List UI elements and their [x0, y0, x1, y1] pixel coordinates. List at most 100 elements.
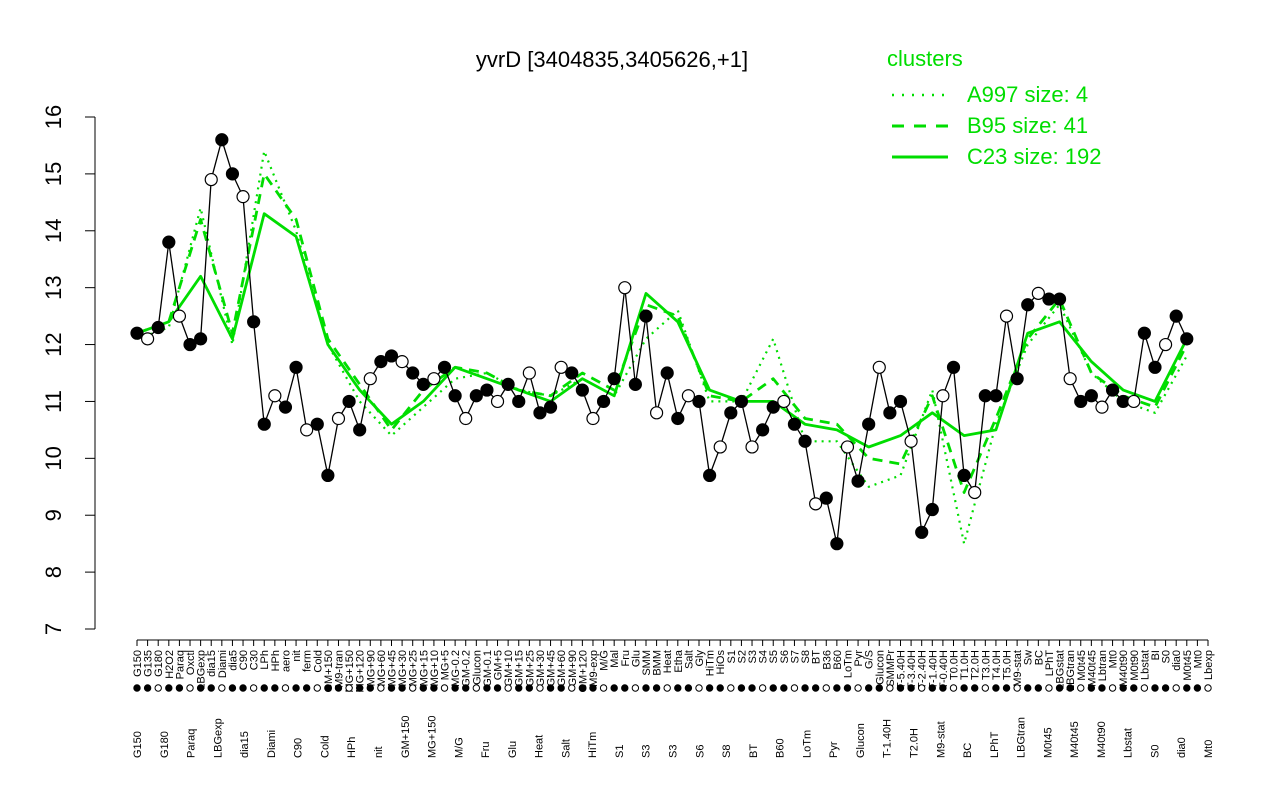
sample-marker: [843, 684, 852, 692]
x-tick-label: G135: [143, 650, 155, 677]
x-tick-label: G/S: [864, 650, 876, 669]
sample-marker: [854, 684, 862, 692]
x-tick-label: LPhT: [1044, 650, 1056, 677]
sample-marker: [727, 684, 735, 692]
x-tick-label: S1: [726, 650, 738, 663]
data-point: [268, 389, 282, 403]
sample-marker: [324, 684, 332, 692]
sample-marker: [578, 684, 587, 692]
data-point: [416, 377, 430, 391]
sample-marker: [228, 684, 237, 692]
data-point: [1084, 389, 1098, 403]
y-tick-label: 7: [41, 623, 66, 635]
x-tick-label: Diami: [217, 650, 229, 678]
x-tick-label: Glucon: [471, 650, 483, 685]
data-point: [628, 377, 642, 391]
sample-marker: [398, 684, 406, 692]
data-point: [300, 423, 314, 437]
sample-marker: [1183, 684, 1191, 692]
y-axis: 7 8 9 10 11 12 13 14 15 16: [41, 105, 96, 635]
data-point: [989, 389, 1003, 403]
x-tick-label: GM+60: [556, 650, 568, 686]
x-tick-label: M0t90: [1129, 650, 1141, 681]
data-point: [840, 440, 855, 454]
series-line-dotted: [136, 150, 1188, 545]
x-tick-label: C90: [293, 738, 305, 758]
x-tick-label: S4: [758, 650, 770, 663]
sample-marker: [610, 684, 618, 692]
data-point: [183, 337, 197, 352]
data-point: [639, 309, 653, 323]
data-point: [925, 502, 939, 517]
sample-marker: [249, 684, 258, 692]
data-point: [565, 366, 579, 380]
x-tick-label: LBGstat: [1055, 650, 1067, 690]
y-tick-label: 13: [41, 275, 66, 299]
data-point: [830, 537, 844, 551]
sample-marker: [504, 684, 512, 692]
sample-marker: [589, 684, 597, 692]
x-tick-label: M0t45: [1076, 650, 1088, 681]
x-tick-label: T1.0H: [959, 650, 971, 680]
data-point: [798, 434, 812, 448]
sample-marker: [992, 684, 1000, 692]
x-tick-label: LBGexp: [196, 650, 208, 690]
x-tick-label: Fru: [620, 650, 632, 667]
x-tick-label: Pyr: [853, 650, 865, 667]
x-tick-label: M9-stat: [1012, 650, 1024, 687]
data-point: [459, 411, 473, 426]
x-tick-label: B60: [832, 650, 844, 670]
x-tick-label: G150: [132, 731, 144, 758]
sample-marker: [621, 684, 629, 692]
x-tick-label: LPhT: [989, 731, 1001, 758]
x-tick-label: T-5.40H: [895, 650, 907, 689]
x-tick-label: BMM: [652, 650, 664, 676]
data-points: [130, 133, 1194, 551]
data-point: [1063, 372, 1077, 386]
x-tick-label: LoTm: [801, 730, 813, 758]
data-point: [353, 423, 367, 437]
sample-marker: [716, 684, 724, 692]
sample-marker: [175, 684, 184, 692]
data-point: [384, 349, 399, 363]
x-tick-label: M9-tran: [333, 650, 345, 688]
sample-marker: [896, 684, 905, 692]
x-tick-label: G180: [153, 650, 165, 677]
legend-label: C23 size: 192: [967, 144, 1102, 169]
sample-marker: [684, 684, 693, 692]
x-tick-label: MG+30: [397, 650, 409, 686]
data-point: [703, 468, 717, 482]
chart-title: yvrD [3404835,3405626,+1]: [476, 47, 748, 72]
x-tick-label: S7: [789, 650, 801, 663]
x-tick-label: M40t90: [1118, 650, 1130, 687]
sample-marker: [292, 684, 300, 692]
x-tick-label: S6: [779, 650, 791, 663]
sample-marker: [1204, 684, 1212, 692]
x-tick-label: Cold: [312, 650, 324, 673]
data-point: [649, 406, 664, 420]
data-point: [660, 366, 674, 380]
x-tick-label: LBGexp: [212, 718, 224, 758]
x-tick-label: MG+150: [344, 650, 356, 693]
data-point: [1021, 298, 1035, 312]
data-point: [194, 332, 208, 346]
data-point: [671, 411, 685, 426]
y-tick-label: 11: [41, 390, 66, 413]
x-tick-label: S1: [614, 745, 626, 758]
x-tick-label: GM+30: [535, 650, 547, 686]
x-tick-label: Glucon: [855, 723, 867, 758]
x-tick-label: Salt: [683, 650, 695, 669]
x-tick-label: GM+150: [400, 716, 412, 759]
x-tick-label: B36: [821, 650, 833, 670]
x-tick-label: HiTm: [705, 650, 717, 676]
data-point: [480, 383, 494, 397]
sample-marker: [239, 684, 247, 692]
sample-marker: [525, 684, 534, 692]
sample-marker: [928, 684, 936, 692]
x-tick-label: T3.0H: [980, 650, 992, 680]
x-tick-label: GM+150: [323, 650, 335, 693]
x-tick-label: H2O2: [164, 650, 176, 679]
data-point: [1010, 372, 1024, 386]
data-point: [1148, 360, 1162, 374]
x-tick-label: GM-0.2: [461, 650, 473, 687]
